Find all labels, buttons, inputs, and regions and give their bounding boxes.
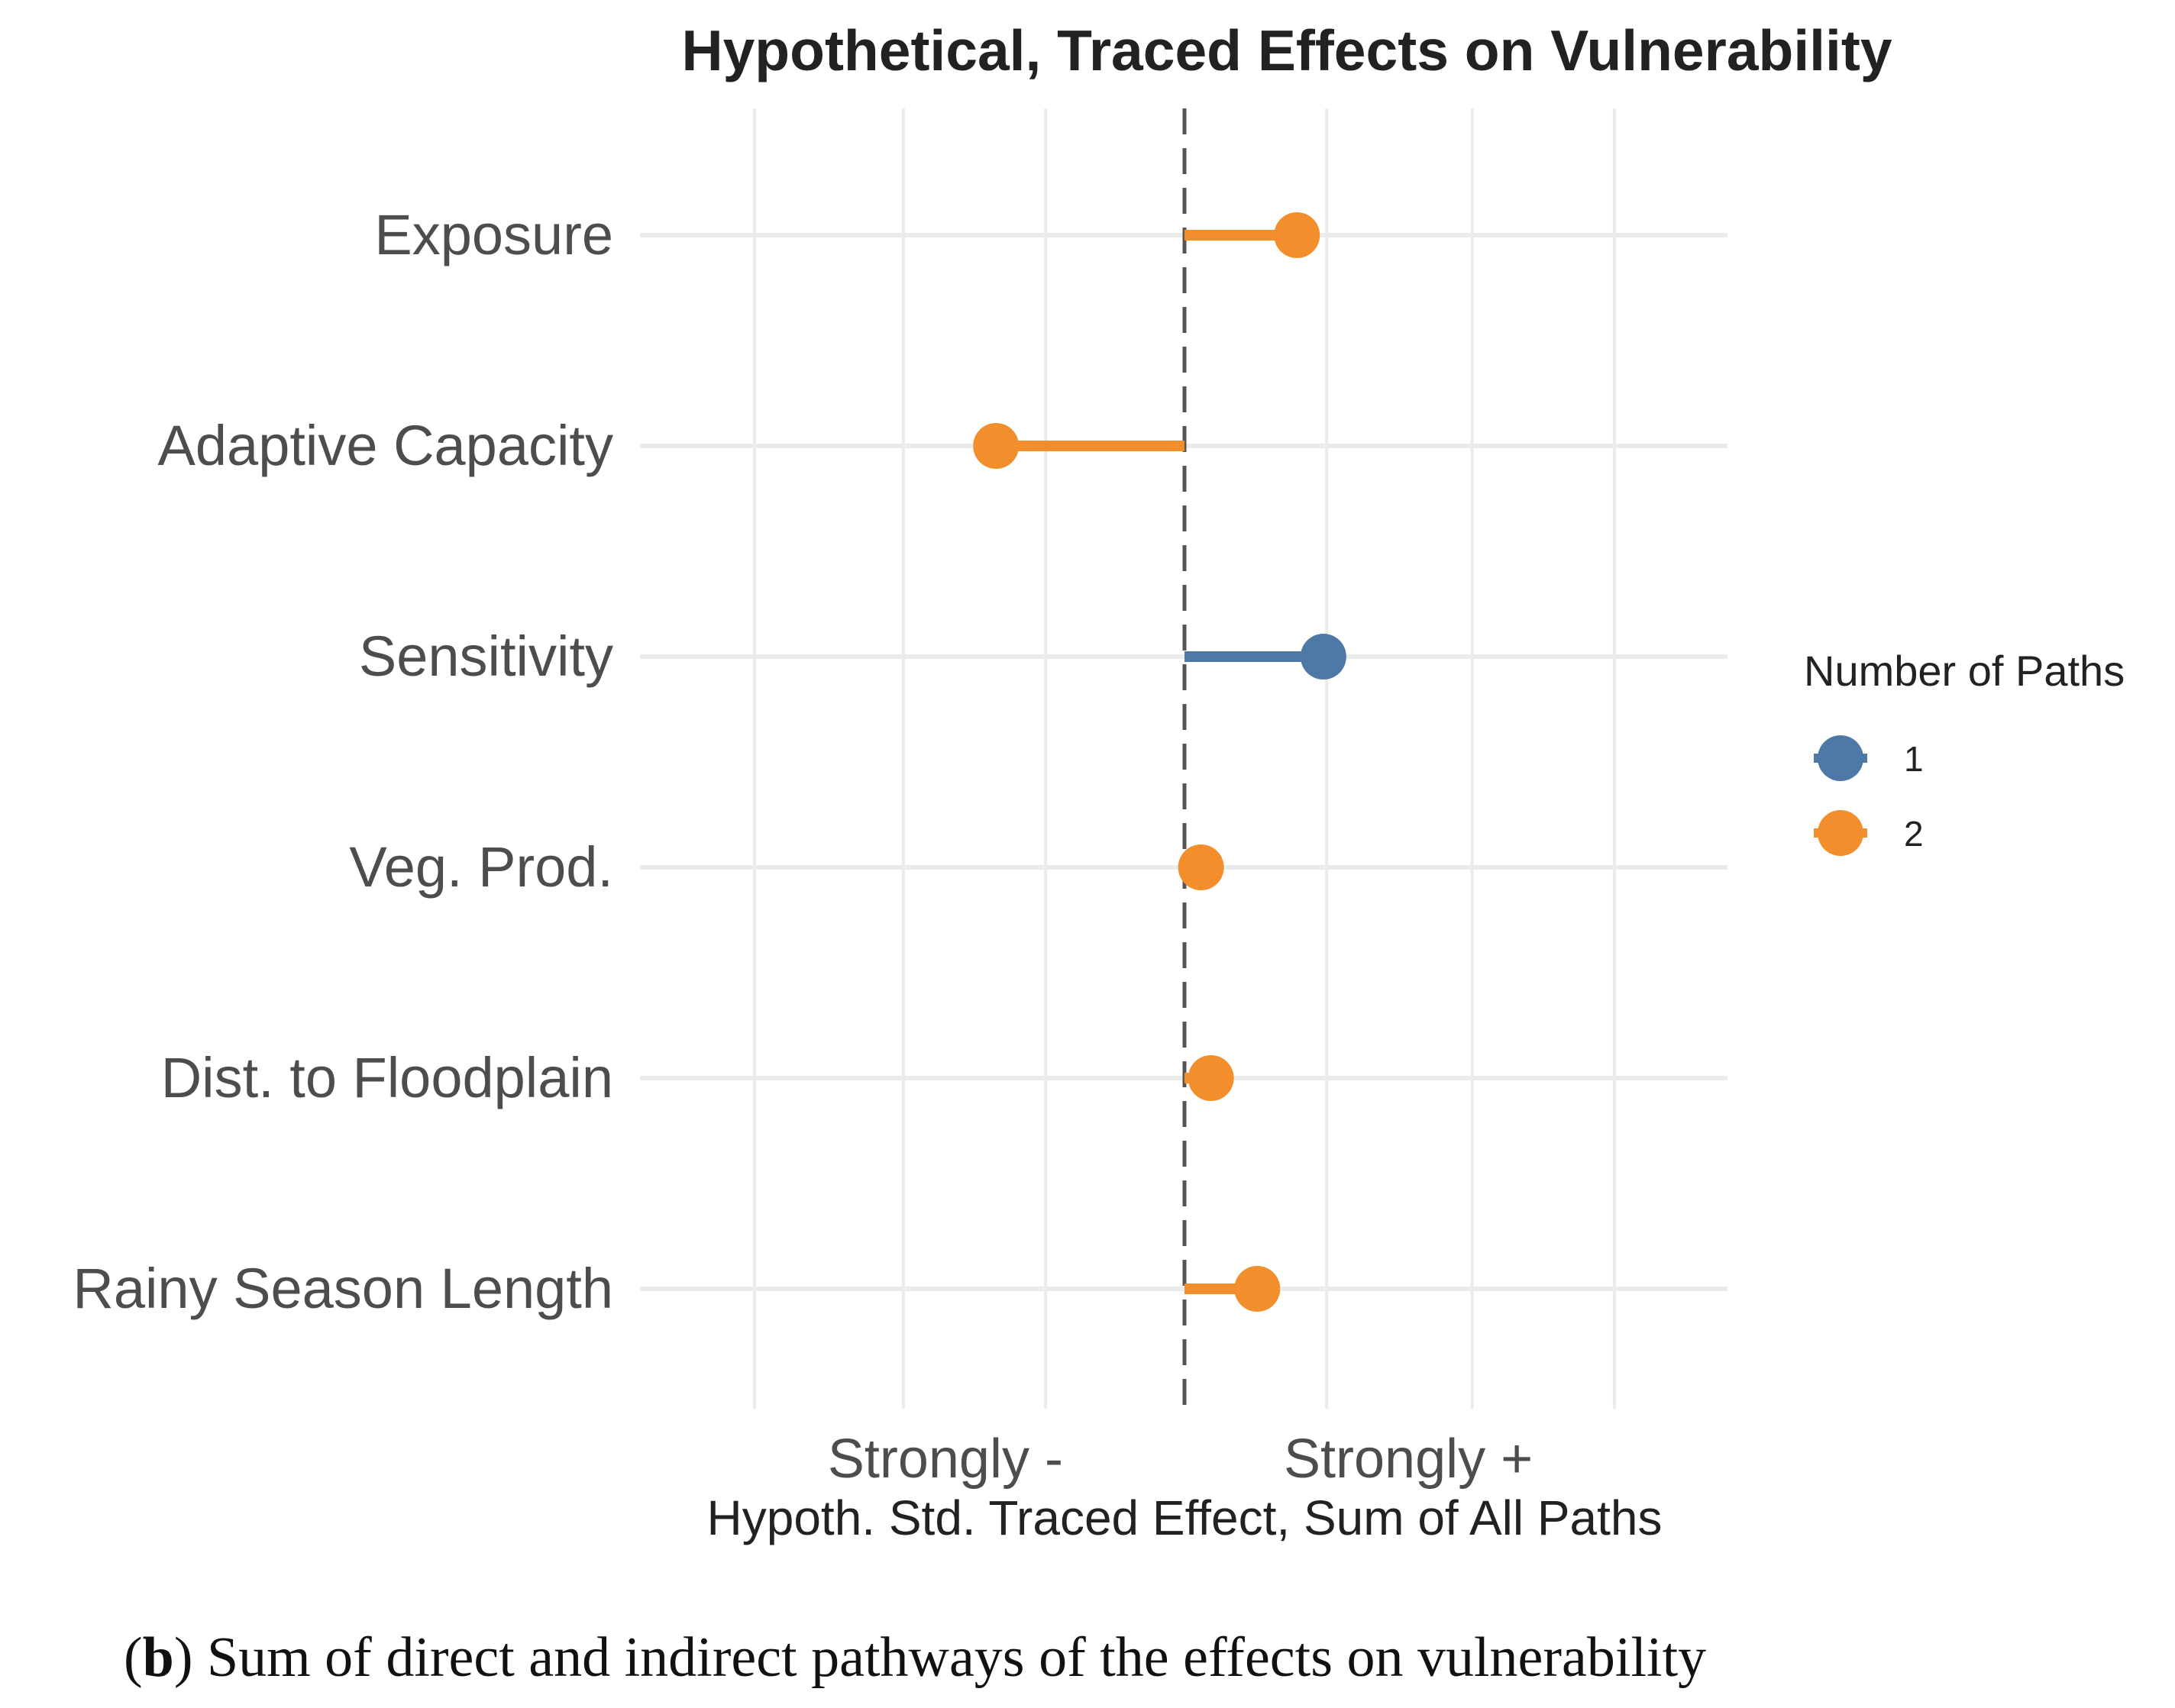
lollipop-point [1234, 1266, 1281, 1312]
figure-caption: (b) Sum of direct and indirect pathways … [124, 1626, 1706, 1689]
category-label: Veg. Prod. [349, 835, 613, 899]
x-tick-label: Strongly + [1284, 1429, 1533, 1490]
x-axis-title: Hypoth. Std. Traced Effect, Sum of All P… [707, 1490, 1663, 1545]
caption-letter: b [143, 1626, 174, 1689]
legend-entry: 1 [1814, 735, 1924, 781]
legend-label: 1 [1904, 739, 1924, 779]
category-label: Exposure [374, 203, 613, 266]
grid-lines [753, 108, 1616, 1409]
x-tick-labels: Strongly - Strongly + [828, 1429, 1533, 1490]
category-label: Rainy Season Length [73, 1257, 613, 1320]
caption-open-paren: ( [124, 1626, 143, 1689]
caption-text: ) Sum of direct and indirect pathways of… [174, 1626, 1706, 1689]
chart-title: Hypothetical, Traced Effects on Vulnerab… [681, 18, 1892, 82]
legend-key-point [1818, 735, 1863, 781]
x-tick-label: Strongly - [828, 1429, 1063, 1490]
legend-title: Number of Paths [1804, 647, 2125, 695]
lollipop-point [1274, 212, 1320, 258]
category-label: Adaptive Capacity [158, 414, 613, 477]
category-label: Dist. to Floodplain [161, 1046, 613, 1109]
lollipop-point [1188, 1055, 1234, 1101]
lollipop-points [973, 212, 1346, 1312]
lollipop-point [973, 423, 1020, 469]
lollipop-point [1300, 634, 1346, 680]
category-label: Sensitivity [359, 625, 613, 688]
legend-key-point [1818, 810, 1863, 856]
legend-entries: 12 [1814, 735, 1924, 856]
legend: Number of Paths 12 [1804, 647, 2125, 856]
legend-entry: 2 [1814, 810, 1924, 856]
legend-label: 2 [1904, 814, 1924, 854]
category-labels: Exposure Adaptive Capacity Sensitivity Veg.… [73, 203, 613, 1320]
lollipop-point [1178, 844, 1224, 890]
